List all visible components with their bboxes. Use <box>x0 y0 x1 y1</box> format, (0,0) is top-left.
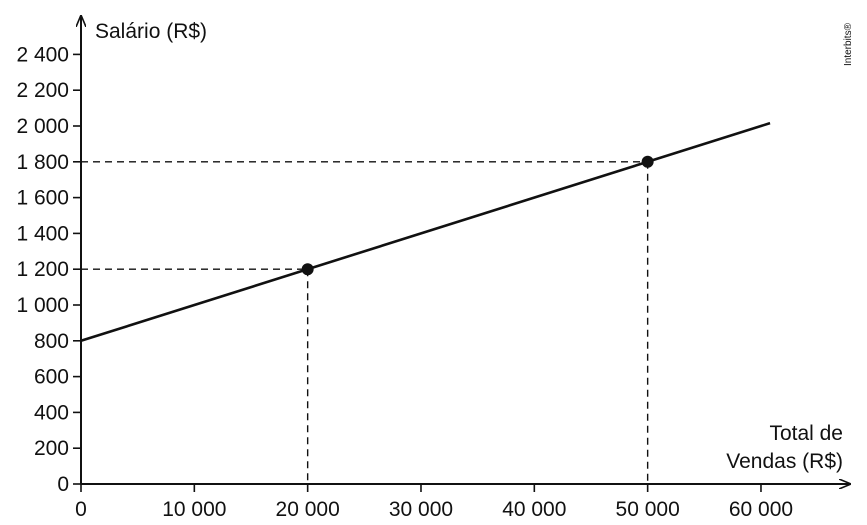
series-line <box>80 121 771 343</box>
x-tick-label: 40 000 <box>502 498 566 521</box>
y-tick-label: 2 400 <box>16 43 69 66</box>
credit-label: Interbits® <box>843 22 854 66</box>
x-axis-title-line-2: Vendas (R$) <box>726 450 843 473</box>
y-axis-title: Salário (R$) <box>95 20 207 43</box>
y-tick-label: 400 <box>34 401 69 424</box>
data-point <box>301 263 314 276</box>
y-tick-label: 1 800 <box>16 151 69 174</box>
x-tick-label: 20 000 <box>276 498 340 521</box>
x-tick-label: 0 <box>75 498 87 521</box>
tick-labels: 0 10 000 20 000 30 000 40 000 50 000 60 000 0 20… <box>16 43 793 521</box>
x-tick-label: 50 000 <box>616 498 680 521</box>
x-tick-label: 10 000 <box>162 498 226 521</box>
y-tick-label: 1 000 <box>16 294 69 317</box>
x-tick-label: 60 000 <box>729 498 793 521</box>
y-tick-label: 2 000 <box>16 115 69 138</box>
y-tick-label: 1 200 <box>16 258 69 281</box>
y-tick-label: 800 <box>34 330 69 353</box>
y-tick-label: 1 400 <box>16 222 69 245</box>
guide-lines <box>81 161 649 484</box>
y-tick-label: 600 <box>34 366 69 389</box>
axes <box>73 16 850 492</box>
y-tick-label: 200 <box>34 437 69 460</box>
y-tick-label: 2 200 <box>16 79 69 102</box>
x-tick-label: 30 000 <box>389 498 453 521</box>
data-point <box>641 155 654 168</box>
series <box>80 121 771 343</box>
x-axis-title-line-1: Total de <box>769 422 843 445</box>
y-tick-label: 0 <box>57 473 69 496</box>
y-tick-label: 1 600 <box>16 187 69 210</box>
